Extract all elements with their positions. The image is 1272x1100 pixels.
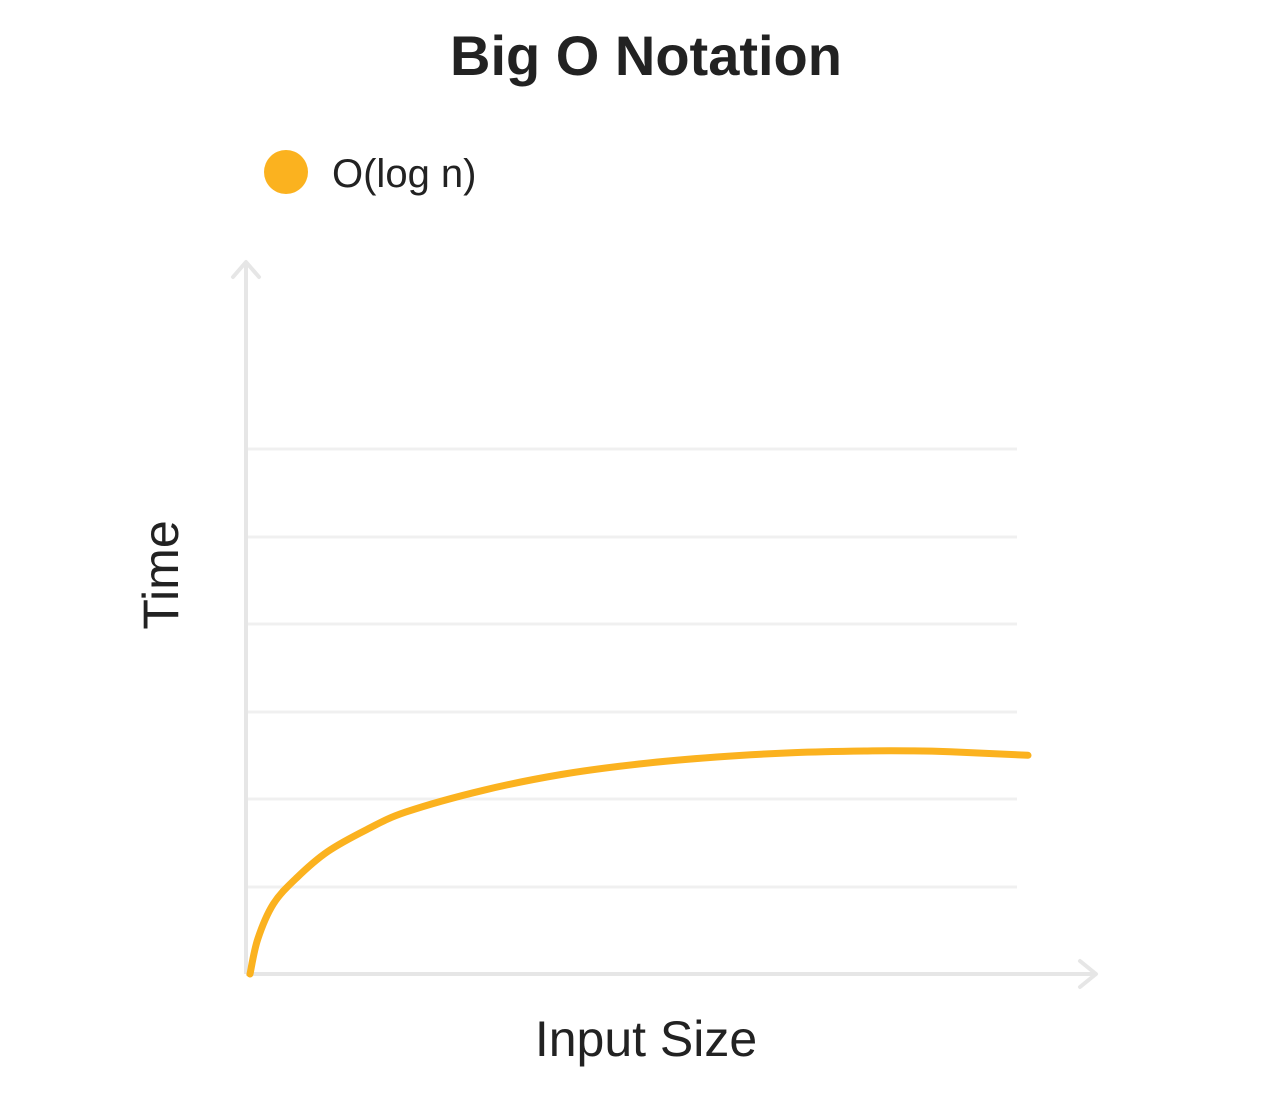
y-axis-arrow (231, 260, 261, 279)
y-axis-label: Time (133, 520, 189, 629)
chart-title: Big O Notation (450, 24, 842, 87)
x-axis-arrow (1078, 959, 1098, 989)
legend: O(log n) (264, 150, 477, 196)
legend-label-o-log-n: O(log n) (332, 152, 477, 196)
x-axis-label: Input Size (535, 1011, 757, 1067)
series-line-o-log-n (246, 747, 1032, 978)
grid-lines (246, 447, 1017, 889)
axes (231, 260, 1098, 989)
legend-marker-o-log-n (264, 150, 308, 194)
